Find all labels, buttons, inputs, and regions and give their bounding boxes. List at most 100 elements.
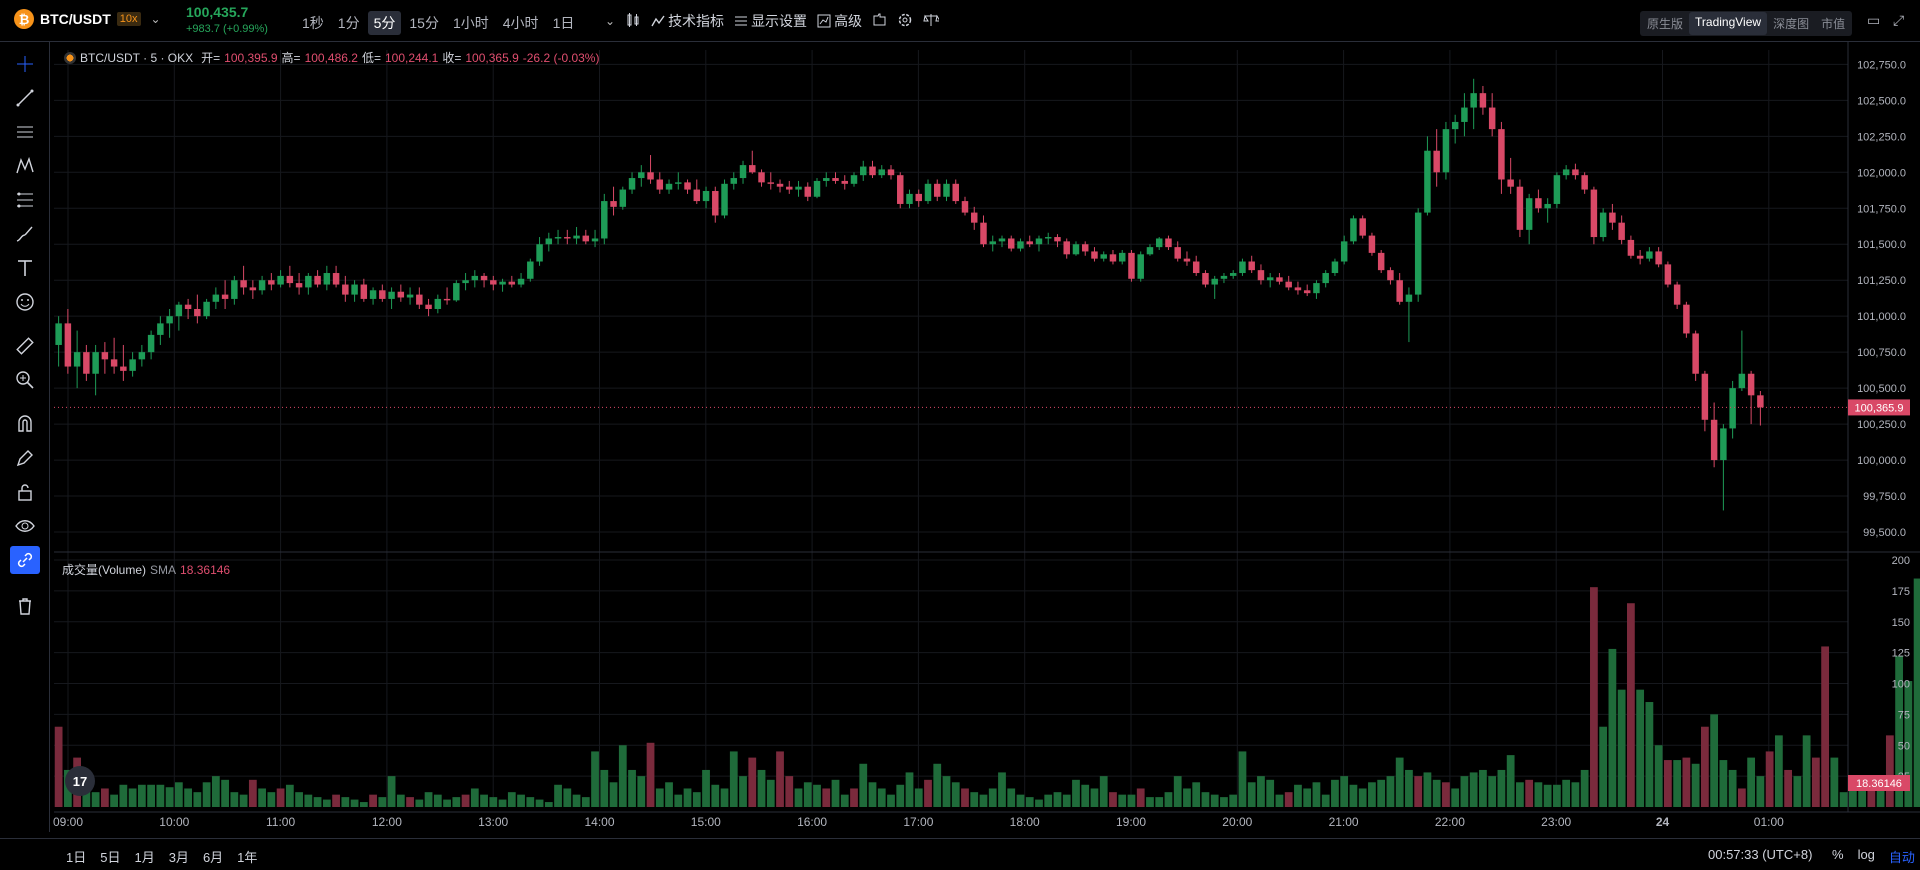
pencil-lock-icon[interactable]	[10, 444, 40, 472]
trend-line-icon[interactable]	[10, 84, 40, 112]
candle-body	[1683, 304, 1690, 334]
text-icon[interactable]	[10, 254, 40, 282]
volume-bar	[924, 779, 932, 807]
symbol-selector[interactable]: ₿ BTC/USDT 10x ⌄	[14, 9, 161, 29]
chart-area[interactable]: 99,500.0 99,750.0 100,000.0 100,250.0 100,50…	[0, 42, 1920, 838]
range-3[interactable]: 3月	[168, 850, 189, 865]
candle-body	[934, 183, 941, 197]
eye-icon[interactable]	[10, 512, 40, 540]
advanced-button[interactable]: 高级	[817, 11, 862, 31]
volume-bar	[267, 792, 276, 807]
compare-icon[interactable]	[923, 12, 941, 31]
view-tab-0[interactable]: 原生版	[1647, 17, 1684, 31]
fib-icon[interactable]	[10, 186, 40, 214]
list-icon	[735, 16, 748, 26]
volume-bar	[387, 776, 396, 807]
volume-bar	[1691, 763, 1700, 807]
horizontal-lines-icon[interactable]	[10, 118, 40, 146]
volume-bar	[674, 794, 683, 807]
trash-icon[interactable]	[10, 592, 40, 620]
lock-icon[interactable]	[10, 478, 40, 506]
candle-body	[64, 323, 72, 367]
volume-bar	[1562, 779, 1571, 807]
volume-bar	[711, 784, 720, 807]
pattern-icon[interactable]	[10, 152, 40, 180]
emoji-icon[interactable]	[10, 288, 40, 316]
timeframe-1[interactable]: 1分	[337, 15, 360, 31]
volume-bar	[1072, 779, 1080, 807]
timeframe-2[interactable]: 5分	[367, 11, 402, 35]
auto-toggle[interactable]: 自动	[1888, 850, 1915, 865]
candle-body	[786, 186, 793, 190]
legend-open-label: 开=	[201, 51, 221, 65]
range-2[interactable]: 1月	[134, 850, 155, 865]
crosshair-icon[interactable]	[10, 50, 40, 78]
candle-body	[675, 182, 682, 184]
price-tick-label: 101,250.0	[1857, 275, 1906, 287]
leverage-badge: 10x	[116, 12, 141, 26]
candle-body	[749, 165, 756, 173]
volume-bar	[1303, 788, 1312, 807]
timeframe-0[interactable]: 1秒	[302, 15, 324, 31]
display-settings-button[interactable]: 显示设置	[734, 11, 807, 31]
fullscreen-icon[interactable]: ⤢	[1893, 12, 1905, 28]
candle-body	[212, 294, 220, 302]
volume-bar	[1321, 794, 1330, 807]
gear-icon[interactable]	[897, 12, 913, 31]
zoom-icon[interactable]	[10, 366, 40, 394]
candle-type-icon[interactable]	[625, 12, 641, 31]
candle-body	[1710, 419, 1718, 461]
range-1[interactable]: 5日	[100, 850, 121, 865]
volume-bar	[1756, 776, 1765, 807]
indicators-button[interactable]: 技术指标	[651, 11, 724, 31]
timeframe-3[interactable]: 15分	[409, 15, 439, 31]
window-icon[interactable]: ▭	[1867, 12, 1881, 28]
volume-bar	[1238, 751, 1247, 807]
view-tab-1[interactable]: TradingView	[1689, 12, 1768, 35]
percent-toggle[interactable]: %	[1832, 847, 1844, 862]
timeframe-4[interactable]: 1小时	[452, 15, 489, 31]
volume-bar	[100, 788, 109, 807]
timeframe-5[interactable]: 4小时	[502, 15, 539, 31]
tradingview-logo-icon[interactable]: 17	[65, 766, 95, 796]
volume-bar	[396, 794, 405, 807]
volume-bar	[1830, 757, 1839, 807]
view-tab-3[interactable]: 市值	[1821, 17, 1846, 31]
candle-body	[1266, 277, 1274, 281]
volume-tick-label: 100	[1892, 679, 1910, 691]
volume-bar	[1349, 784, 1358, 807]
candle-body	[1599, 212, 1607, 238]
volume-legend: 成交量(Volume) SMA 18.36146	[62, 561, 230, 578]
candle-body	[1229, 273, 1237, 276]
timeframe-6[interactable]: 1日	[552, 15, 575, 31]
brush-icon[interactable]	[10, 220, 40, 248]
link-icon[interactable]	[10, 546, 40, 574]
candle-body	[397, 291, 405, 298]
volume-bar	[461, 794, 470, 807]
time-tick-label: 13:00	[478, 815, 508, 829]
volume-bar	[803, 782, 812, 807]
magnet-icon[interactable]	[10, 410, 40, 438]
ruler-icon[interactable]	[10, 332, 40, 360]
candle-body	[342, 284, 349, 295]
chevron-down-icon[interactable]: ⌄	[605, 14, 616, 28]
range-5[interactable]: 1年	[237, 850, 258, 865]
candle-body	[416, 294, 423, 305]
time-tick-label: 17:00	[903, 815, 933, 829]
volume-bar	[1876, 779, 1885, 807]
volume-bar	[480, 794, 488, 807]
log-toggle[interactable]: log	[1857, 847, 1875, 862]
view-tab-2[interactable]: 深度图	[1773, 17, 1810, 31]
volume-bar	[766, 779, 775, 807]
range-4[interactable]: 6月	[202, 850, 224, 865]
snapshot-icon[interactable]	[872, 12, 887, 30]
volume-bar	[1127, 794, 1136, 807]
volume-sma-tag	[1848, 775, 1910, 791]
range-0[interactable]: 1日	[66, 850, 87, 865]
price-tick-label: 102,500.0	[1857, 95, 1906, 107]
candle-body	[1451, 121, 1459, 130]
candle-body	[1081, 244, 1089, 252]
volume-bar	[1294, 784, 1302, 807]
chevron-down-icon[interactable]: ⌄	[150, 12, 161, 26]
volume-bar	[1007, 788, 1016, 807]
